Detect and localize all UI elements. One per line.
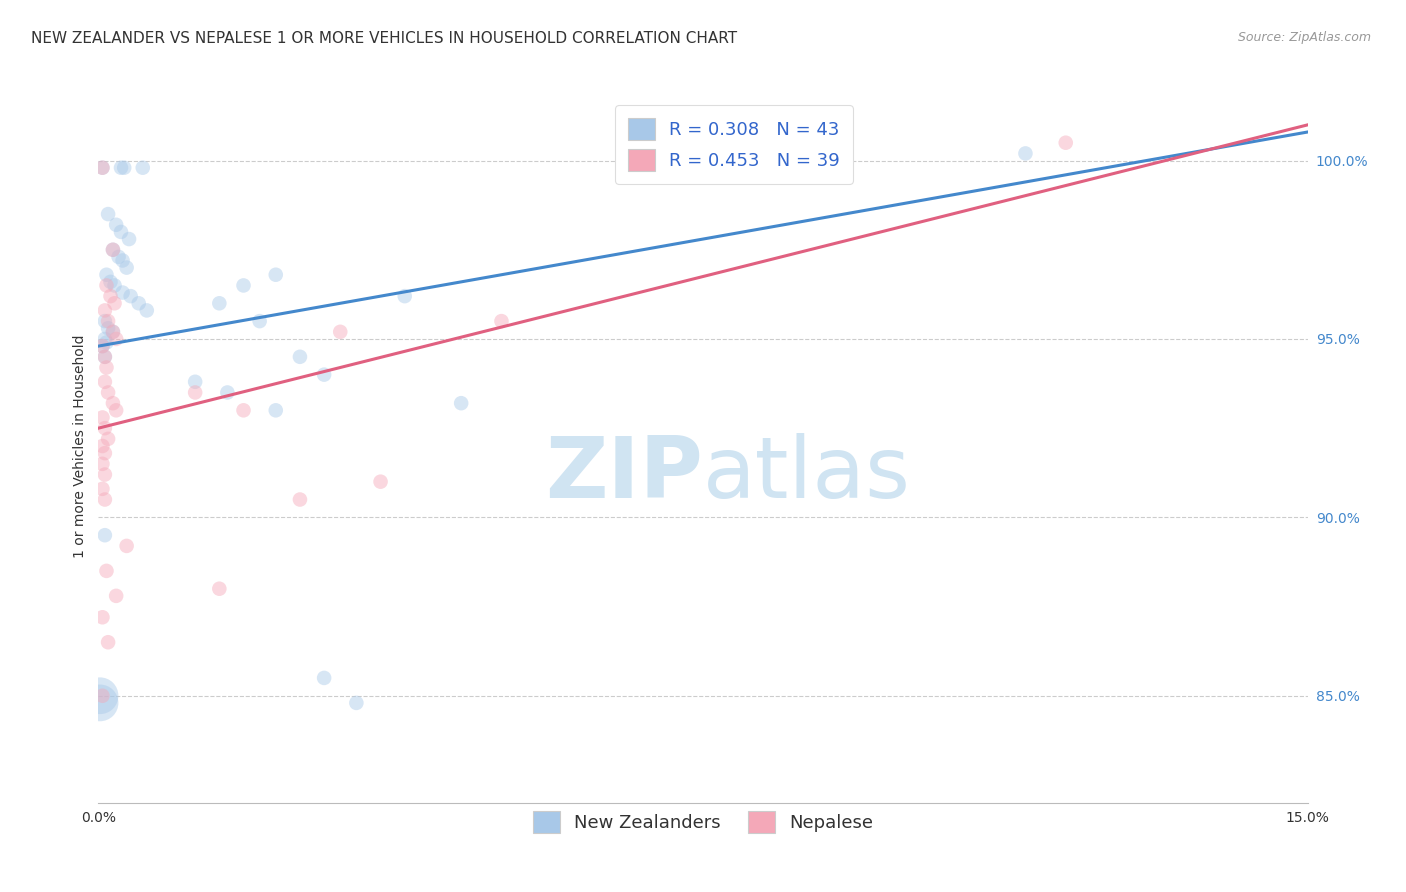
Point bbox=[370, 475, 392, 489]
Point bbox=[329, 325, 352, 339]
Point bbox=[103, 278, 125, 293]
Point bbox=[112, 161, 135, 175]
Point bbox=[101, 243, 124, 257]
Point bbox=[450, 396, 472, 410]
Point bbox=[96, 564, 118, 578]
Point bbox=[91, 439, 114, 453]
Point bbox=[184, 385, 207, 400]
Point bbox=[135, 303, 157, 318]
Point bbox=[107, 250, 129, 264]
Point bbox=[101, 325, 124, 339]
Point bbox=[94, 421, 117, 435]
Point bbox=[94, 467, 117, 482]
Point bbox=[94, 528, 117, 542]
Point bbox=[1014, 146, 1036, 161]
Point bbox=[105, 589, 128, 603]
Point bbox=[208, 296, 231, 310]
Point bbox=[288, 492, 311, 507]
Point bbox=[94, 375, 117, 389]
Point bbox=[103, 296, 125, 310]
Legend: New Zealanders, Nepalese: New Zealanders, Nepalese bbox=[522, 800, 884, 844]
Point bbox=[91, 339, 114, 353]
Point bbox=[91, 339, 114, 353]
Point bbox=[115, 260, 138, 275]
Point bbox=[264, 268, 287, 282]
Point bbox=[91, 482, 114, 496]
Point bbox=[97, 385, 120, 400]
Point bbox=[394, 289, 416, 303]
Point bbox=[232, 403, 254, 417]
Point bbox=[91, 689, 114, 703]
Point bbox=[94, 350, 117, 364]
Point bbox=[91, 161, 114, 175]
Point bbox=[96, 335, 118, 350]
Point bbox=[105, 403, 128, 417]
Text: Source: ZipAtlas.com: Source: ZipAtlas.com bbox=[1237, 31, 1371, 45]
Point bbox=[94, 492, 117, 507]
Point bbox=[94, 350, 117, 364]
Point bbox=[101, 325, 124, 339]
Point bbox=[97, 207, 120, 221]
Point bbox=[91, 410, 114, 425]
Point bbox=[288, 350, 311, 364]
Point bbox=[232, 278, 254, 293]
Point bbox=[314, 368, 336, 382]
Point bbox=[91, 457, 114, 471]
Point bbox=[132, 161, 155, 175]
Point bbox=[97, 635, 120, 649]
Point bbox=[115, 539, 138, 553]
Point bbox=[110, 225, 132, 239]
Point bbox=[128, 296, 150, 310]
Point bbox=[96, 268, 118, 282]
Point bbox=[184, 375, 207, 389]
Point bbox=[97, 432, 120, 446]
Point bbox=[217, 385, 239, 400]
Point bbox=[100, 275, 122, 289]
Point bbox=[111, 285, 134, 300]
Point bbox=[97, 314, 120, 328]
Point bbox=[105, 218, 128, 232]
Y-axis label: 1 or more Vehicles in Household: 1 or more Vehicles in Household bbox=[73, 334, 87, 558]
Point bbox=[96, 278, 118, 293]
Point bbox=[344, 696, 367, 710]
Point bbox=[97, 321, 120, 335]
Point bbox=[89, 689, 111, 703]
Point bbox=[101, 396, 124, 410]
Point bbox=[491, 314, 513, 328]
Point bbox=[105, 332, 128, 346]
Point bbox=[94, 446, 117, 460]
Point bbox=[111, 253, 134, 268]
Point bbox=[1054, 136, 1077, 150]
Point bbox=[100, 289, 122, 303]
Point bbox=[118, 232, 141, 246]
Point bbox=[96, 360, 118, 375]
Text: ZIP: ZIP bbox=[546, 433, 703, 516]
Point bbox=[314, 671, 336, 685]
Point bbox=[94, 303, 117, 318]
Point bbox=[94, 332, 117, 346]
Point bbox=[264, 403, 287, 417]
Point bbox=[249, 314, 271, 328]
Text: NEW ZEALANDER VS NEPALESE 1 OR MORE VEHICLES IN HOUSEHOLD CORRELATION CHART: NEW ZEALANDER VS NEPALESE 1 OR MORE VEHI… bbox=[31, 31, 737, 46]
Point bbox=[120, 289, 142, 303]
Point bbox=[101, 243, 124, 257]
Text: atlas: atlas bbox=[703, 433, 911, 516]
Point bbox=[91, 610, 114, 624]
Point bbox=[110, 161, 132, 175]
Point bbox=[89, 696, 111, 710]
Point bbox=[91, 161, 114, 175]
Point bbox=[208, 582, 231, 596]
Point bbox=[94, 314, 117, 328]
